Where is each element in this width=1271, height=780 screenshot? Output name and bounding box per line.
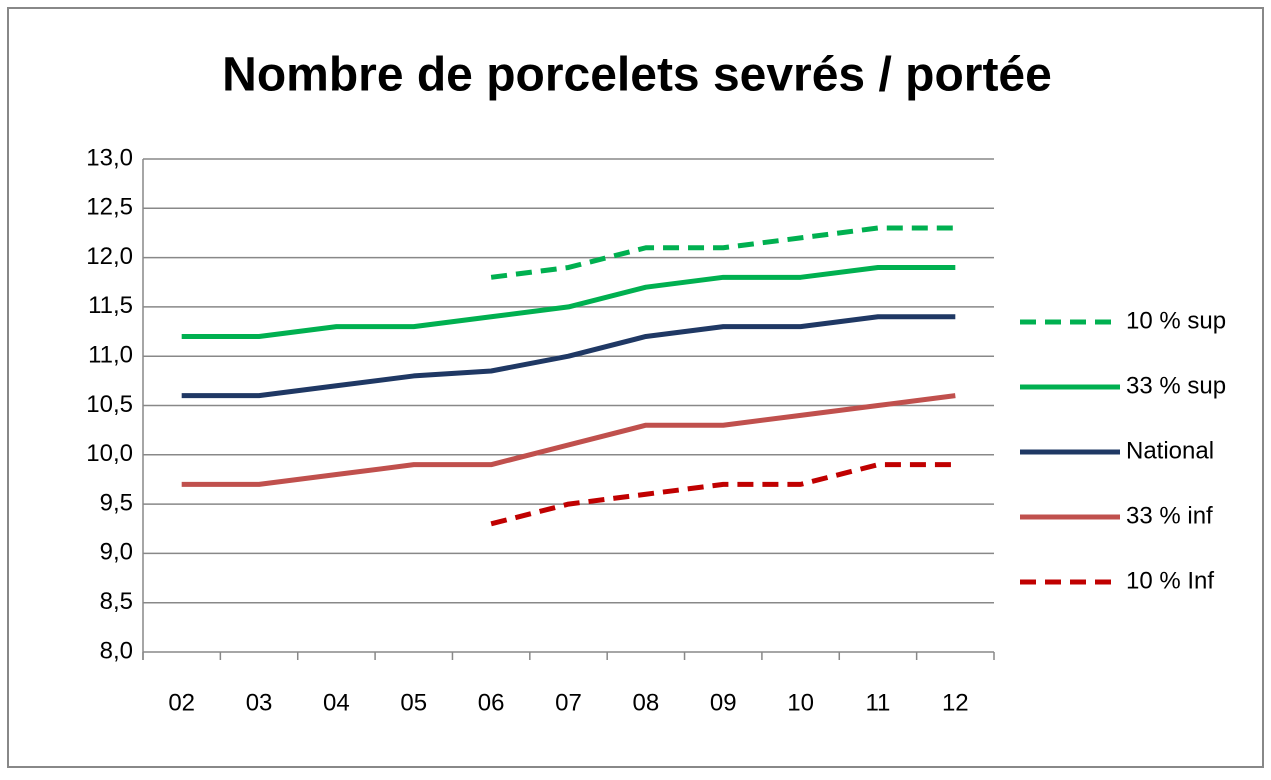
legend-label: National: [1126, 437, 1214, 464]
y-tick-label: 10,0: [86, 440, 133, 467]
x-tick-label: 09: [710, 689, 737, 716]
chart-title: Nombre de porcelets sevrés / portée: [222, 49, 1052, 102]
x-tick-label: 08: [633, 689, 660, 716]
x-tick-label: 10: [787, 689, 814, 716]
x-tick-label: 11: [865, 689, 890, 716]
series-line: [181, 314, 956, 399]
y-tick-label: 12,5: [86, 194, 133, 221]
x-tick-label: 02: [168, 689, 195, 716]
y-tick-label: 8,0: [100, 637, 133, 664]
series-line: [490, 462, 956, 527]
y-tick-label: 12,0: [86, 243, 133, 270]
series-line: [181, 393, 956, 487]
y-tick-label: 9,5: [100, 489, 133, 516]
legend-label: 33 % sup: [1126, 372, 1226, 399]
x-tick-label: 04: [323, 689, 350, 716]
series-line: [490, 225, 956, 280]
x-tick-label: 03: [246, 689, 273, 716]
y-tick-label: 9,0: [100, 539, 133, 566]
y-tick-label: 13,0: [86, 144, 133, 171]
x-tick-label: 06: [478, 689, 505, 716]
legend-label: 10 % Inf: [1126, 567, 1214, 594]
y-tick-label: 11,0: [88, 342, 133, 369]
series-line: [181, 264, 956, 339]
legend-label: 33 % inf: [1126, 502, 1213, 529]
y-tick-label: 8,5: [100, 588, 133, 615]
legend-label: 10 % sup: [1126, 307, 1226, 334]
y-tick-label: 11,5: [88, 292, 133, 319]
x-tick-label: 07: [555, 689, 582, 716]
x-tick-label: 05: [400, 689, 427, 716]
y-tick-label: 10,5: [86, 391, 133, 418]
x-tick-label: 12: [942, 689, 969, 716]
